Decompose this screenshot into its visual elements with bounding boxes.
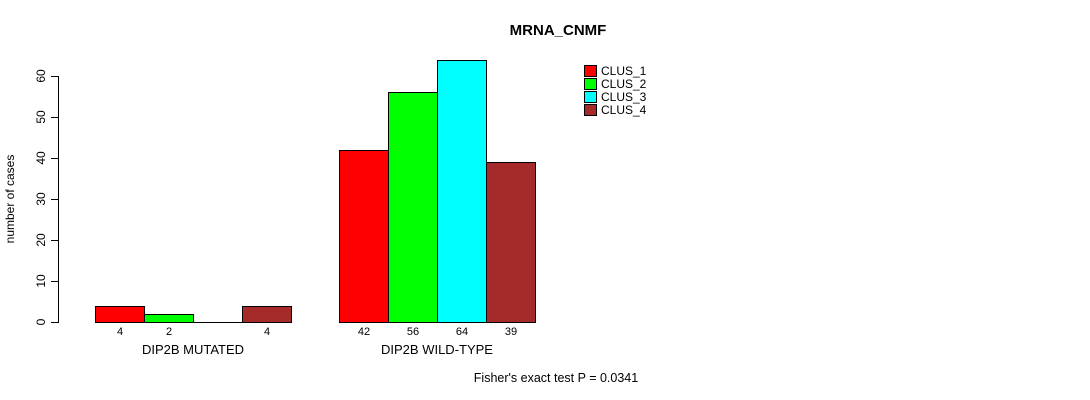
- y-tick-mark: [51, 199, 58, 200]
- legend-label: CLUS_4: [601, 103, 647, 118]
- y-tick-label: 60: [34, 69, 48, 83]
- legend-item-clus_4: CLUS_4: [584, 104, 646, 117]
- legend-swatch-clus_1: [584, 64, 597, 77]
- bar-clus_3-wildtype: [437, 60, 487, 323]
- bar-count-label: 2: [165, 326, 173, 338]
- legend-item-clus_2: CLUS_2: [584, 77, 646, 90]
- y-tick-label: 50: [34, 110, 48, 124]
- y-tick-mark: [51, 240, 58, 241]
- bar-count-label: 42: [357, 326, 371, 338]
- y-tick-label: 40: [34, 151, 48, 165]
- y-tick-mark: [51, 76, 58, 77]
- y-axis-title: number of cases: [3, 154, 17, 244]
- y-tick-label: 0: [34, 318, 48, 326]
- legend-item-clus_3: CLUS_3: [584, 90, 646, 103]
- y-tick-label: 30: [34, 192, 48, 206]
- group-label-mutated: DIP2B MUTATED: [141, 342, 245, 357]
- bar-count-label: 39: [504, 326, 518, 338]
- fisher-test-annotation: Fisher's exact test P = 0.0341: [473, 371, 639, 385]
- legend-label: CLUS_1: [601, 63, 647, 78]
- bar-clus_1-mutated: [95, 306, 145, 323]
- legend-swatch-clus_4: [584, 104, 597, 117]
- group-label-wildtype: DIP2B WILD-TYPE: [381, 342, 493, 357]
- legend-item-clus_1: CLUS_1: [584, 64, 646, 77]
- bar-count-label: 4: [263, 326, 271, 338]
- y-tick-mark: [51, 117, 58, 118]
- legend: CLUS_1 CLUS_2 CLUS_3 CLUS_4: [584, 64, 646, 117]
- bar-count-label: 64: [455, 326, 469, 338]
- legend-label: CLUS_2: [601, 76, 647, 91]
- legend-label: CLUS_3: [601, 89, 647, 104]
- legend-swatch-clus_2: [584, 77, 597, 90]
- chart-title: MRNA_CNMF: [509, 22, 607, 39]
- bar-clus_2-mutated: [144, 314, 194, 323]
- bar-clus_1-wildtype: [339, 150, 389, 323]
- legend-swatch-clus_3: [584, 90, 597, 103]
- bar-clus_3-zero: [193, 322, 243, 323]
- bar-count-label: 4: [116, 326, 124, 338]
- bar-clus_4-wildtype: [486, 162, 536, 323]
- y-axis-line: [58, 76, 59, 323]
- y-tick-mark: [51, 281, 58, 282]
- y-tick-mark: [51, 322, 58, 323]
- y-tick-mark: [51, 158, 58, 159]
- y-tick-label: 20: [34, 233, 48, 247]
- bar-clus_4-mutated: [242, 306, 292, 323]
- bar-count-label: 56: [406, 326, 420, 338]
- bar-clus_2-wildtype: [388, 92, 438, 323]
- y-tick-label: 10: [34, 274, 48, 288]
